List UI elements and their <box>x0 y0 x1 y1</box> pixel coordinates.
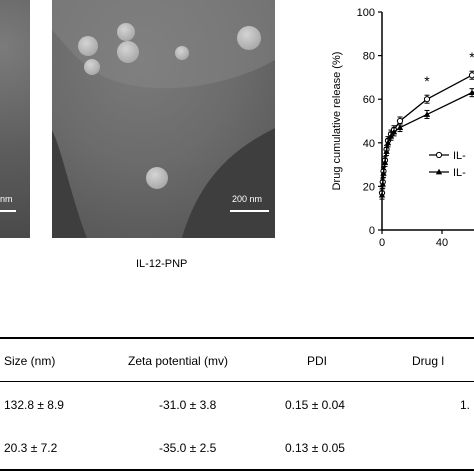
row1-size: 132.8 ± 8.9 <box>4 398 64 412</box>
data-point <box>383 148 390 154</box>
significance-marker: * <box>424 73 430 89</box>
legend-marker <box>435 168 443 175</box>
scale-label-main: 200 nm <box>232 194 263 204</box>
row2-pdi: 0.13 ± 0.05 <box>285 441 345 455</box>
y-tick-label: 100 <box>357 7 375 19</box>
y-tick-label: 20 <box>363 181 375 193</box>
data-point <box>380 170 387 176</box>
y-tick-label: 40 <box>363 138 375 150</box>
table-header-rule <box>0 381 474 382</box>
scale-label-left: nm <box>0 194 13 204</box>
data-point <box>396 124 404 130</box>
tem-image-left: nm <box>0 0 30 238</box>
legend-marker <box>435 151 443 159</box>
scale-bar-left <box>0 210 16 212</box>
header-drug: Drug l <box>412 354 445 368</box>
y-tick-label: 0 <box>369 225 375 237</box>
data-point <box>468 72 474 79</box>
data-point <box>396 117 404 125</box>
data-point <box>387 133 395 139</box>
row2-zeta: -35.0 ± 2.5 <box>159 441 217 455</box>
scale-bar-main <box>230 210 269 212</box>
row1-pdi: 0.15 ± 0.04 <box>285 398 345 412</box>
x-tick-label: 0 <box>379 237 385 249</box>
legend-label: IL- <box>453 150 466 162</box>
data-point <box>379 181 386 187</box>
nanoparticles <box>78 23 261 189</box>
data-point <box>423 96 431 103</box>
data-point <box>423 111 431 117</box>
header-zeta: Zeta potential (mv) <box>128 354 229 368</box>
y-tick-label: 60 <box>363 94 375 106</box>
x-tick-label: 40 <box>436 237 448 249</box>
y-tick-label: 80 <box>363 51 375 63</box>
data-point <box>390 128 398 135</box>
table-top-rule <box>0 337 474 339</box>
significance-marker: * <box>469 49 474 65</box>
header-size: Size (nm) <box>4 354 56 368</box>
table-bottom-rule <box>0 469 474 471</box>
header-pdi: PDI <box>307 354 328 368</box>
tem-image-il12-pnp: 200 nm <box>52 0 275 238</box>
data-point <box>468 89 474 96</box>
legend-label: IL- <box>453 167 466 179</box>
release-chart: 02040608010004080Drug cumulative release… <box>331 7 474 249</box>
data-point <box>384 139 392 146</box>
data-point <box>381 159 389 165</box>
row2-size: 20.3 ± 7.2 <box>4 441 58 455</box>
row1-drug: 1. <box>460 398 471 412</box>
row1-zeta: -31.0 ± 3.8 <box>159 398 217 412</box>
data-point <box>378 191 386 198</box>
caption-il12-pnp: IL-12-PNP <box>136 258 188 270</box>
y-axis-label: Drug cumulative release (%) <box>331 52 343 191</box>
